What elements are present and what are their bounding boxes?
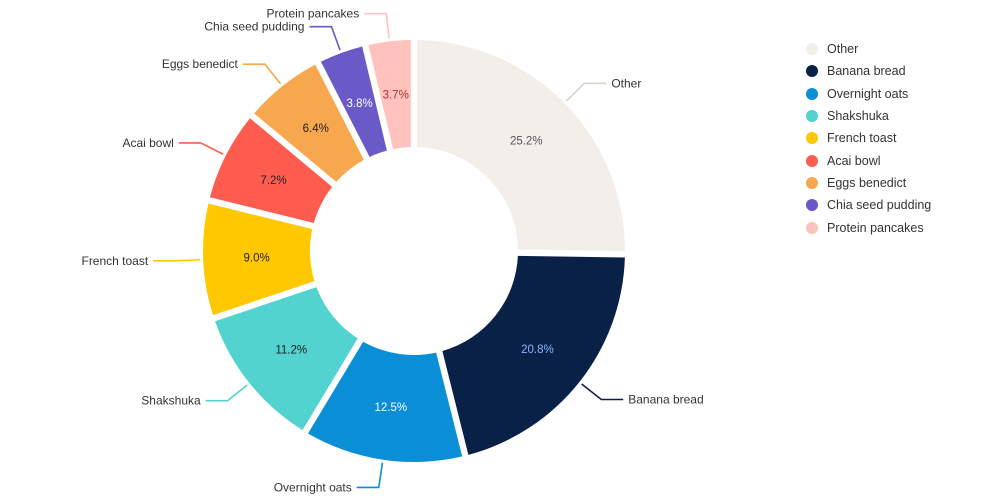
leader-line-eggs-benedict — [242, 63, 282, 85]
callout-label-overnight-oats: Overnight oats — [274, 480, 352, 494]
legend-label: Other — [827, 42, 859, 57]
legend-swatch — [806, 199, 818, 212]
callout-label-shakshuka: Shakshuka — [141, 394, 201, 408]
slice-chia-seed-pudding[interactable] — [320, 46, 387, 157]
leader-line-chia-seed-pudding — [309, 25, 341, 51]
value-label-overnight-oats: 12.5% — [374, 402, 407, 414]
legend-swatch — [806, 132, 818, 145]
legend-swatch — [806, 43, 818, 56]
legend-swatch — [806, 65, 818, 78]
legend-swatch — [806, 176, 818, 189]
leader-line-acai-bowl — [178, 142, 224, 155]
legend-swatch — [806, 221, 818, 234]
callout-label-french-toast: French toast — [81, 254, 148, 268]
value-label-acai-bowl: 7.2% — [260, 175, 286, 187]
legend-swatch — [806, 87, 818, 100]
callout-label-protein-pancakes: Protein pancakes — [266, 7, 359, 21]
legend-label: Protein pancakes — [827, 220, 924, 235]
legend-label: Shakshuka — [827, 109, 889, 124]
legend-item-shakshuka[interactable]: Shakshuka — [806, 105, 931, 127]
slice-overnight-oats[interactable] — [308, 341, 463, 462]
callout-label-other: Other — [611, 76, 641, 90]
leader-line-other — [565, 82, 607, 102]
slice-shakshuka[interactable] — [215, 287, 358, 431]
legend-label: Banana bread — [827, 64, 906, 79]
leader-line-overnight-oats — [356, 462, 384, 489]
value-label-shakshuka: 11.2% — [275, 345, 307, 357]
legend-swatch — [806, 110, 818, 123]
leader-line-shakshuka — [205, 384, 248, 402]
legend-label: Overnight oats — [827, 86, 909, 101]
legend-swatch — [806, 154, 818, 167]
value-label-protein-pancakes: 3.7% — [383, 90, 409, 102]
callout-label-chia-seed-pudding: Chia seed pudding — [204, 20, 304, 34]
legend-item-overnight-oats[interactable]: Overnight oats — [806, 83, 931, 105]
legend-label: Chia seed pudding — [827, 198, 932, 213]
value-label-french-toast: 9.0% — [244, 252, 270, 264]
slice-french-toast[interactable] — [202, 203, 315, 316]
legend-item-acai-bowl[interactable]: Acai bowl — [806, 149, 931, 171]
value-label-chia-seed-pudding: 3.8% — [347, 98, 373, 110]
callout-label-banana-bread: Banana bread — [628, 393, 703, 407]
legend-item-chia-seed-pudding[interactable]: Chia seed pudding — [806, 194, 931, 216]
legend-item-other[interactable]: Other — [806, 38, 931, 60]
value-label-banana-bread: 20.8% — [521, 344, 554, 356]
slice-banana-bread[interactable] — [442, 255, 625, 455]
legend-item-banana-bread[interactable]: Banana bread — [806, 60, 931, 82]
legend-label: Acai bowl — [827, 153, 881, 168]
legend-item-french-toast[interactable]: French toast — [806, 127, 931, 149]
callout-label-eggs-benedict: Eggs benedict — [162, 57, 239, 71]
callout-label-acai-bowl: Acai bowl — [122, 136, 173, 150]
slice-other[interactable] — [417, 40, 625, 252]
slice-eggs-benedict[interactable] — [254, 64, 364, 182]
legend-item-eggs-benedict[interactable]: Eggs benedict — [806, 172, 931, 194]
leader-line-french-toast — [153, 258, 201, 262]
chart-legend: Other Banana bread Overnight oats Shakshuka… — [806, 38, 931, 239]
legend-label: Eggs benedict — [827, 175, 907, 190]
legend-label: French toast — [827, 131, 897, 146]
leader-line-banana-bread — [581, 383, 624, 401]
value-label-eggs-benedict: 6.4% — [303, 123, 329, 135]
legend-item-protein-pancakes[interactable]: Protein pancakes — [806, 216, 931, 238]
slice-acai-bowl[interactable] — [209, 118, 333, 223]
value-label-other: 25.2% — [510, 136, 543, 148]
slice-protein-pancakes[interactable] — [368, 40, 411, 150]
leader-line-protein-pancakes — [364, 12, 390, 39]
